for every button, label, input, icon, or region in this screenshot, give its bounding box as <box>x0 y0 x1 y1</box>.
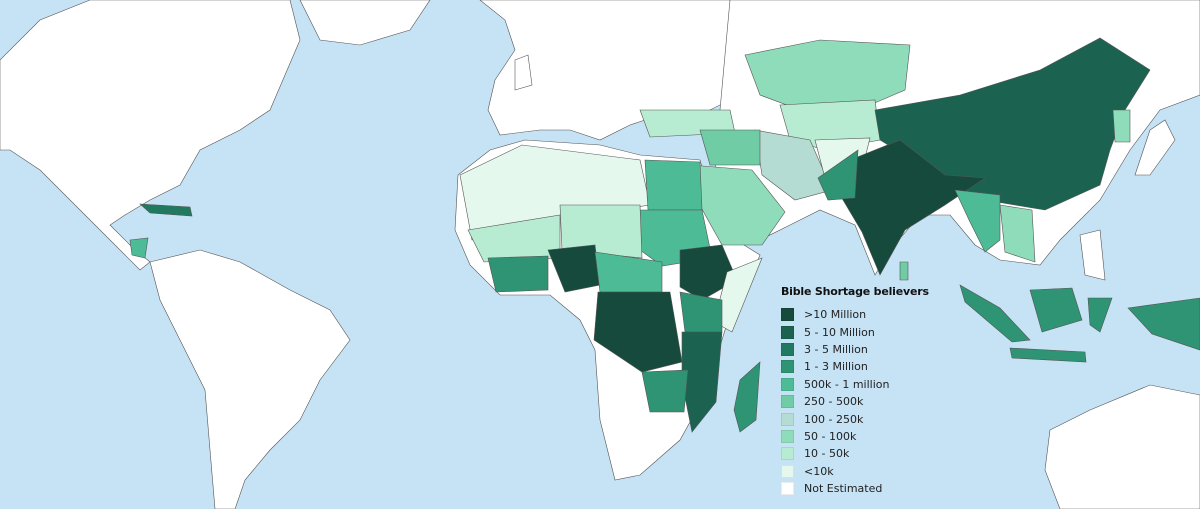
legend-swatch <box>781 377 794 391</box>
legend-swatch <box>781 395 794 409</box>
legend-label: 3 - 5 Million <box>804 342 868 356</box>
legend-label: 500k - 1 million <box>804 377 890 391</box>
region-nicaragua <box>129 237 149 259</box>
region-madagascar <box>733 361 761 433</box>
legend-item: 50 - 100k <box>781 428 929 445</box>
uk <box>514 54 533 91</box>
greenland <box>299 0 431 46</box>
europe <box>479 0 731 141</box>
legend-label: 50 - 100k <box>804 429 857 443</box>
region-java <box>1009 347 1087 363</box>
region-drc <box>593 291 683 373</box>
legend-swatch <box>781 360 794 374</box>
legend-swatch <box>781 325 794 339</box>
legend-label: >10 Million <box>804 308 867 322</box>
region-iran <box>754 129 833 201</box>
philippines <box>1079 229 1106 281</box>
legend-label: 250 - 500k <box>804 395 864 409</box>
legend-item: 1 - 3 Million <box>781 358 929 375</box>
legend-swatch <box>781 482 794 496</box>
legend-item: 5 - 10 Million <box>781 323 929 340</box>
region-pakistan <box>817 149 859 201</box>
region-chad-niger <box>559 204 643 259</box>
legend-swatch <box>781 447 794 461</box>
region-india <box>839 139 986 276</box>
region-sri-lanka <box>899 261 909 281</box>
region-ghana-coast <box>487 255 549 293</box>
legend-swatch <box>781 308 794 322</box>
legend-swatch <box>781 429 794 443</box>
region-russia-kazakh <box>744 39 911 111</box>
north-america <box>0 0 301 271</box>
legend-label: <10k <box>804 464 834 478</box>
south-america <box>149 249 351 509</box>
legend-item: 10 - 50k <box>781 445 929 462</box>
region-sulawesi <box>1087 297 1113 333</box>
region-borneo <box>1029 287 1083 333</box>
region-egypt <box>644 159 703 211</box>
legend-label: Not Estimated <box>804 482 883 496</box>
region-iraq-syria <box>699 129 761 166</box>
legend-swatch <box>781 464 794 478</box>
legend-label: 5 - 10 Million <box>804 325 875 339</box>
region-korea <box>1112 109 1131 143</box>
region-indochina <box>999 204 1036 263</box>
legend-title: Bible Shortage believers <box>781 285 929 298</box>
region-zambia-angola <box>641 369 689 413</box>
region-myanmar <box>954 189 1001 253</box>
region-cuba <box>139 203 193 217</box>
region-ethiopia <box>679 244 738 301</box>
legend-item: 250 - 500k <box>781 393 929 410</box>
legend-item: 100 - 250k <box>781 410 929 427</box>
australia <box>1044 384 1200 509</box>
legend-label: 100 - 250k <box>804 412 864 426</box>
map-legend: Bible Shortage believers >10 Million 5 - … <box>781 285 929 497</box>
legend-item: Not Estimated <box>781 480 929 497</box>
japan <box>1134 119 1176 176</box>
region-new-guinea <box>1127 297 1200 351</box>
legend-item: <10k <box>781 463 929 480</box>
legend-item: 500k - 1 million <box>781 376 929 393</box>
legend-item: >10 Million <box>781 306 929 323</box>
legend-swatch <box>781 412 794 426</box>
region-sumatra <box>959 284 1031 343</box>
legend-swatch <box>781 342 794 356</box>
legend-label: 10 - 50k <box>804 447 850 461</box>
legend-item: 3 - 5 Million <box>781 341 929 358</box>
legend-label: 1 - 3 Million <box>804 360 868 374</box>
